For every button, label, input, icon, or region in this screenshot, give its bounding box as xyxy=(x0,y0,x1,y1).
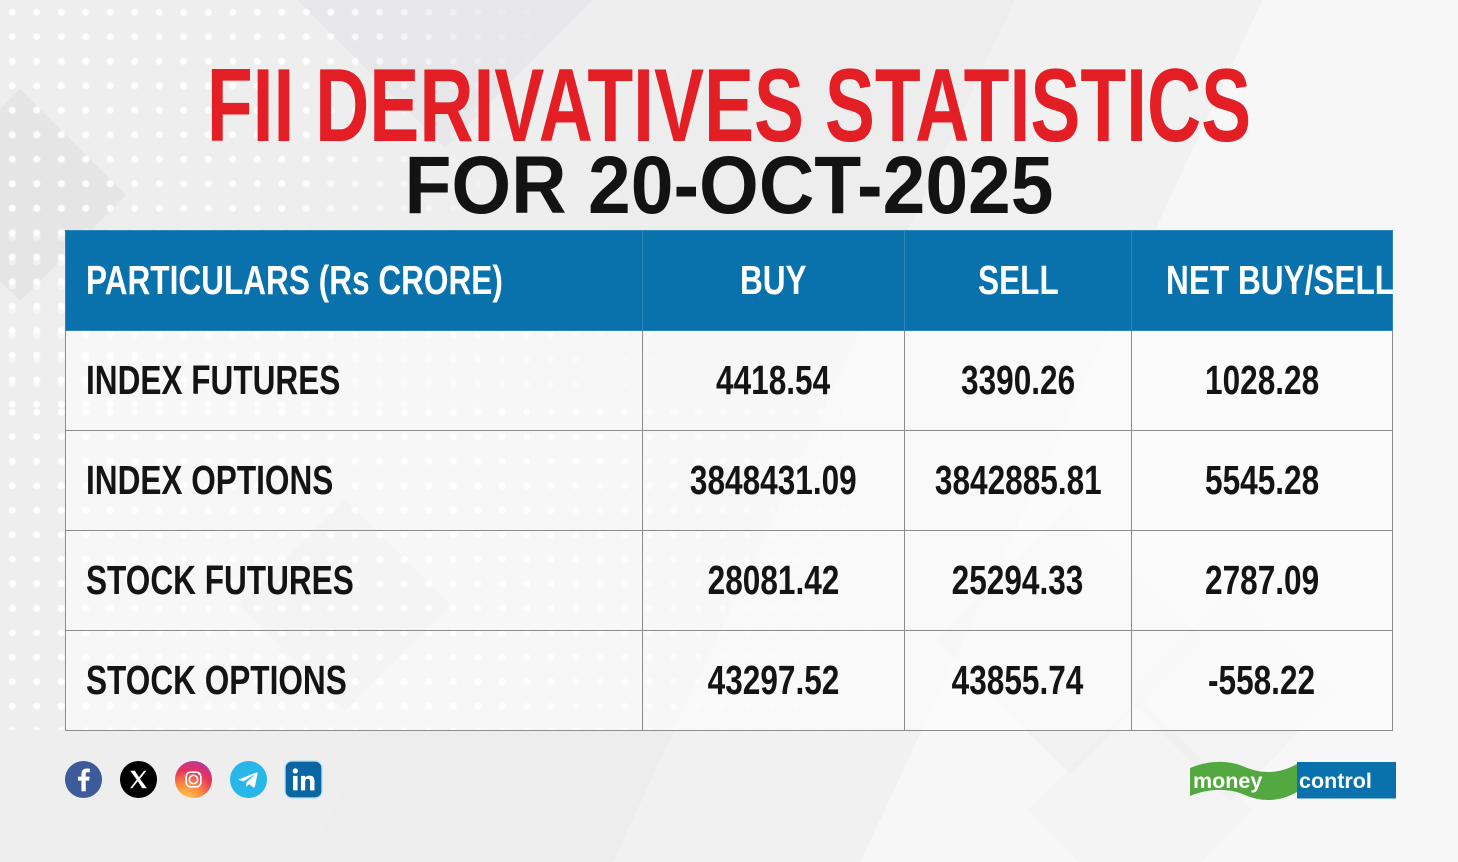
svg-text:money: money xyxy=(1193,769,1262,793)
svg-text:control: control xyxy=(1299,769,1372,793)
